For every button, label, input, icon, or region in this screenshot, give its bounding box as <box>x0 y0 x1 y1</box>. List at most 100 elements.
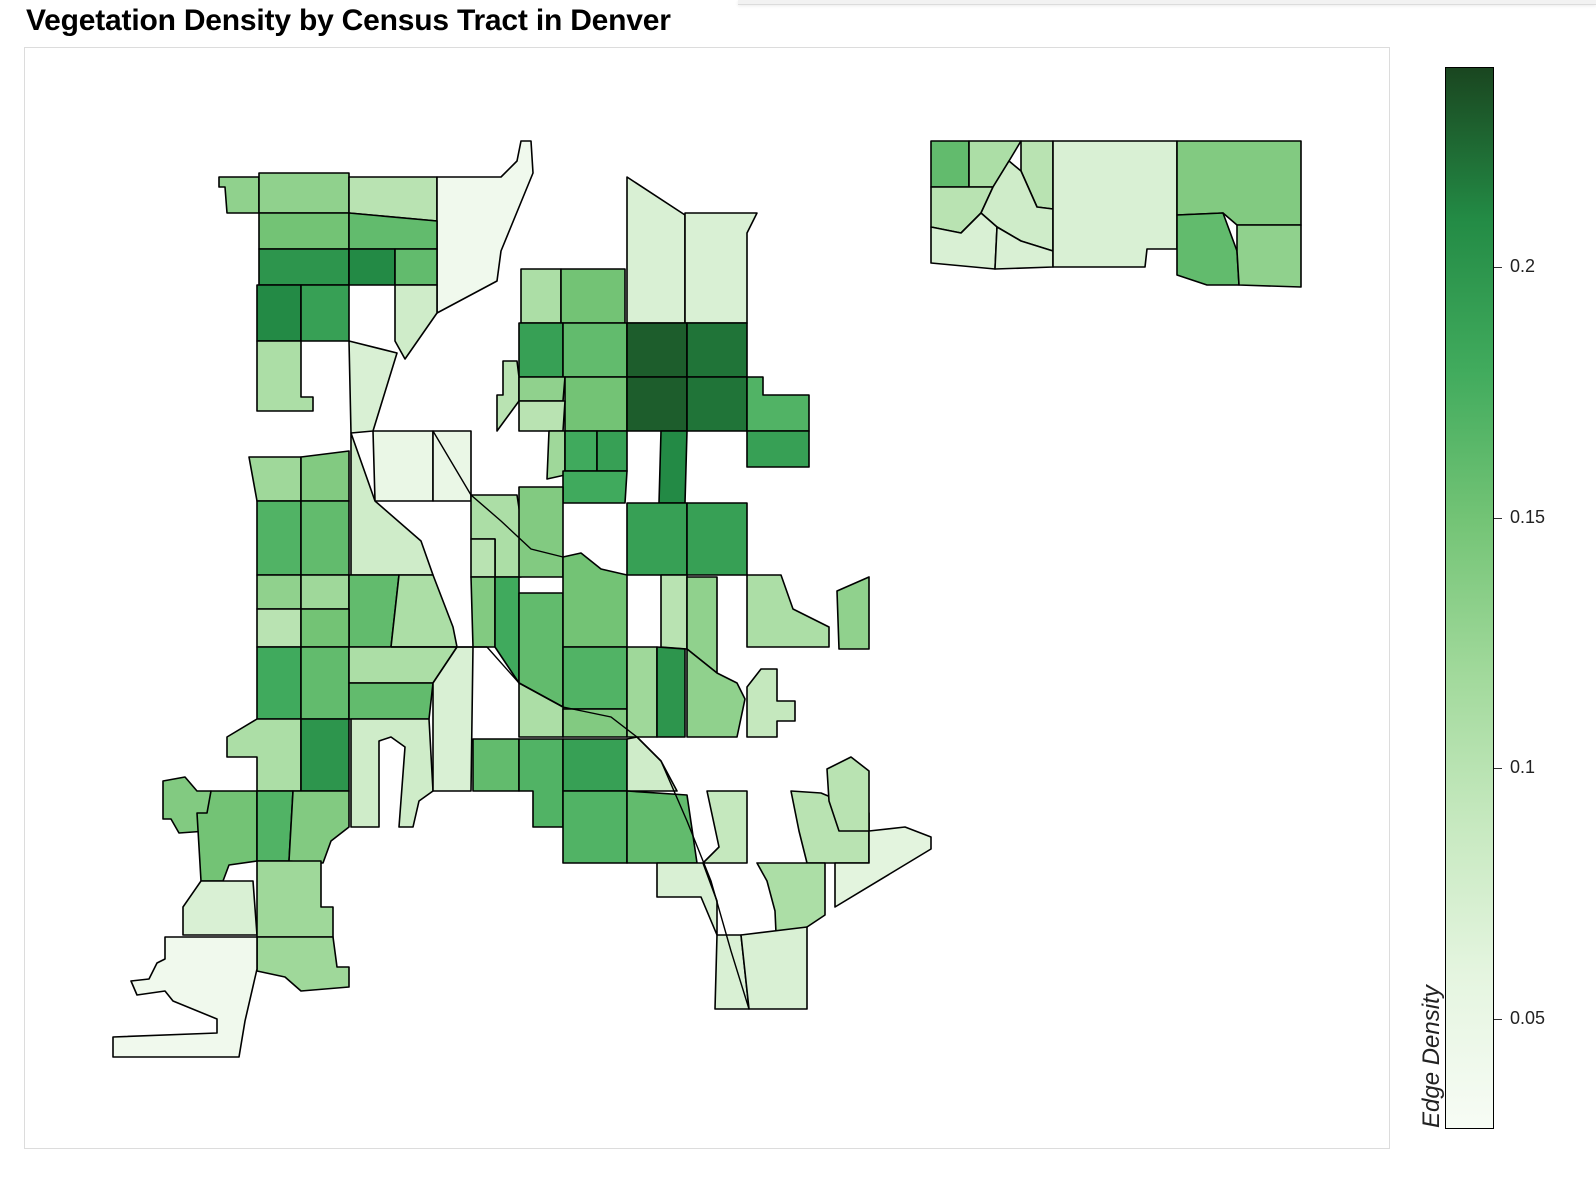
census-tract[interactable] <box>1052 140 1178 268</box>
census-tract[interactable] <box>518 376 566 402</box>
census-tract[interactable] <box>560 268 626 324</box>
census-tract[interactable] <box>684 212 758 324</box>
census-tract[interactable] <box>472 738 520 792</box>
census-tract[interactable] <box>626 790 698 864</box>
census-tract[interactable] <box>1176 140 1302 226</box>
census-tract[interactable] <box>218 176 260 214</box>
census-tract[interactable] <box>300 500 350 576</box>
census-tract[interactable] <box>372 430 434 502</box>
tract-boundary-line <box>486 646 750 1010</box>
census-tract[interactable] <box>350 432 434 576</box>
census-tract[interactable] <box>626 502 688 576</box>
census-tract[interactable] <box>390 574 458 648</box>
census-tract[interactable] <box>562 322 628 378</box>
census-tract[interactable] <box>436 140 534 314</box>
color-scale-tick-label: 0.1 <box>1510 757 1536 778</box>
census-tract[interactable] <box>746 668 796 738</box>
color-scale-tick <box>1494 267 1502 269</box>
census-tract[interactable] <box>470 576 496 648</box>
census-tract[interactable] <box>626 736 678 792</box>
census-tract[interactable] <box>686 502 748 576</box>
color-scale-title: Edge Density <box>1418 985 1445 1128</box>
census-tract[interactable] <box>300 608 350 648</box>
census-tract[interactable] <box>626 176 686 324</box>
census-tract[interactable] <box>562 790 628 864</box>
census-tract[interactable] <box>300 574 350 610</box>
census-tract[interactable] <box>112 936 258 1058</box>
census-tract[interactable] <box>1236 224 1302 288</box>
census-tract[interactable] <box>746 430 810 468</box>
census-tract[interactable] <box>518 322 564 378</box>
census-tract[interactable] <box>626 322 688 378</box>
tract-boundary-line <box>432 430 564 558</box>
census-tract[interactable] <box>288 790 350 864</box>
census-tracts[interactable] <box>112 140 1302 1058</box>
census-tract[interactable] <box>746 376 810 432</box>
color-scale-tick-label: 0.15 <box>1510 506 1546 527</box>
census-tract[interactable] <box>248 456 302 502</box>
choropleth-map[interactable] <box>25 48 1389 1148</box>
census-tract[interactable] <box>256 284 302 342</box>
census-tract[interactable] <box>256 936 350 992</box>
census-tract[interactable] <box>562 646 628 710</box>
census-tract[interactable] <box>930 140 970 188</box>
census-tract[interactable] <box>226 718 302 792</box>
census-tract[interactable] <box>496 360 520 432</box>
census-tract[interactable] <box>836 576 870 650</box>
census-tract[interactable] <box>658 430 688 504</box>
color-scale-tick-label: 0.05 <box>1510 1007 1546 1028</box>
census-tract[interactable] <box>300 284 350 342</box>
census-tract[interactable] <box>348 682 434 720</box>
census-tract[interactable] <box>300 450 350 502</box>
census-tract[interactable] <box>258 212 350 250</box>
census-tract[interactable] <box>256 860 334 938</box>
census-tract[interactable] <box>256 608 302 648</box>
census-tract[interactable] <box>686 322 748 378</box>
census-tract[interactable] <box>564 430 598 472</box>
census-tract[interactable] <box>256 646 302 720</box>
census-tract[interactable] <box>256 340 314 412</box>
census-tract[interactable] <box>626 376 688 432</box>
census-tract[interactable] <box>702 790 748 864</box>
census-tract[interactable] <box>258 172 350 214</box>
census-tract[interactable] <box>834 826 932 908</box>
census-tract[interactable] <box>256 790 294 862</box>
census-tract[interactable] <box>520 268 562 324</box>
census-tract[interactable] <box>256 500 302 576</box>
census-tract[interactable] <box>470 538 496 578</box>
census-tract[interactable] <box>394 248 438 286</box>
census-tract[interactable] <box>596 430 628 472</box>
census-tract[interactable] <box>746 574 830 648</box>
census-tract[interactable] <box>562 470 628 504</box>
census-tract[interactable] <box>348 248 396 286</box>
census-tract[interactable] <box>1176 212 1240 286</box>
census-tract[interactable] <box>494 576 520 684</box>
census-tract[interactable] <box>626 646 658 738</box>
census-tract[interactable] <box>182 880 258 936</box>
census-tract[interactable] <box>256 574 302 610</box>
census-tract[interactable] <box>740 926 808 1010</box>
color-scale-tick <box>1494 517 1502 519</box>
map-panel[interactable] <box>24 47 1390 1149</box>
census-tract[interactable] <box>686 376 748 432</box>
census-tract[interactable] <box>394 284 438 360</box>
census-tract[interactable] <box>656 646 686 738</box>
census-tract[interactable] <box>300 718 350 792</box>
census-tract[interactable] <box>562 552 628 648</box>
census-tract[interactable] <box>348 340 398 434</box>
window-top-bar <box>738 0 1596 5</box>
census-tract[interactable] <box>258 248 350 286</box>
census-tract[interactable] <box>562 738 628 792</box>
color-scale-tick <box>1494 768 1502 770</box>
census-tract[interactable] <box>564 376 628 432</box>
census-tract[interactable] <box>518 738 564 828</box>
census-tract[interactable] <box>518 486 564 578</box>
census-tract[interactable] <box>994 226 1054 270</box>
census-tract[interactable] <box>350 718 434 828</box>
census-tract[interactable] <box>660 574 688 650</box>
census-tract[interactable] <box>518 400 566 432</box>
census-tract[interactable] <box>686 648 746 738</box>
census-tract[interactable] <box>300 646 350 720</box>
color-scale-bar <box>1445 67 1494 1129</box>
map-title: Vegetation Density by Census Tract in De… <box>26 4 671 37</box>
